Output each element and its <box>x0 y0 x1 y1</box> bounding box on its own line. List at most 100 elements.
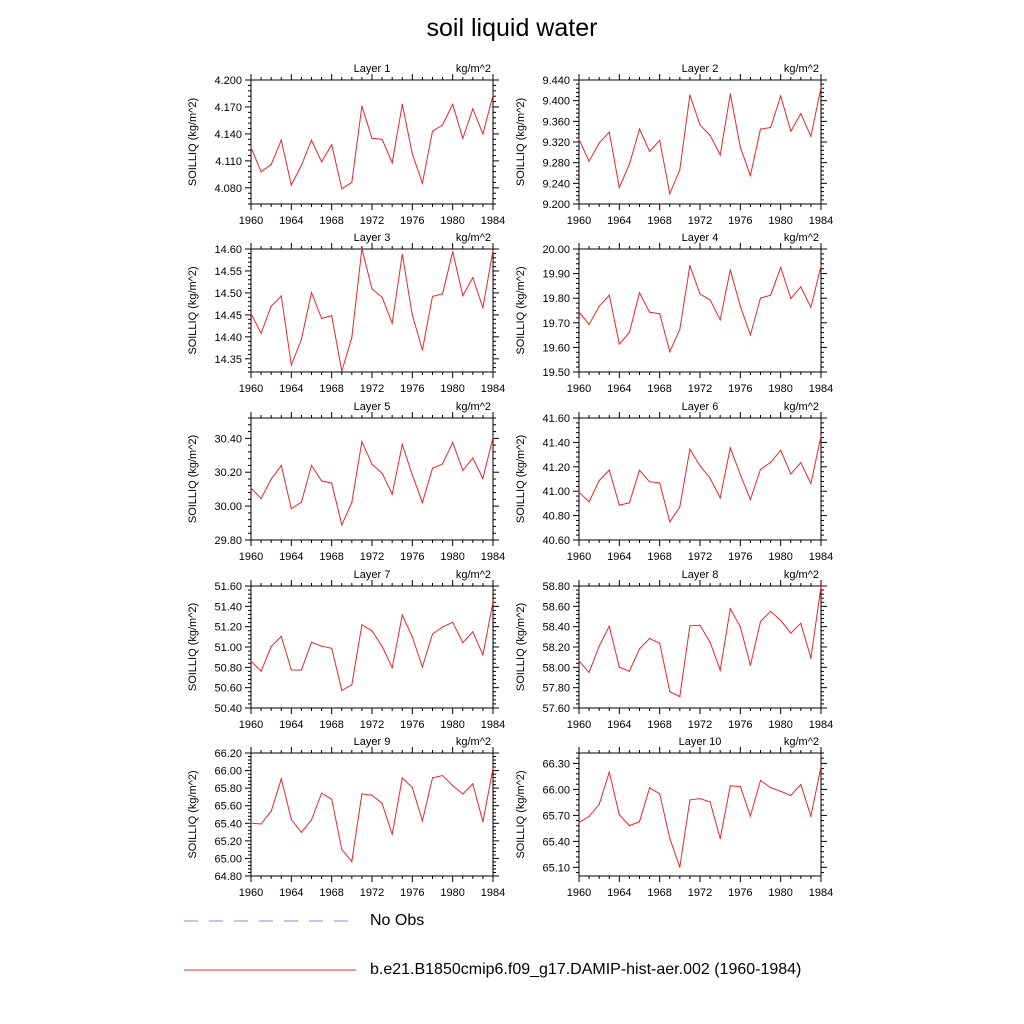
y-tick-label: 19.70 <box>542 318 570 330</box>
y-tick-label: 9.360 <box>542 116 570 128</box>
data-point <box>381 802 383 805</box>
y-axis-label: SOILLIQ (kg/m^2) <box>187 266 199 354</box>
y-tick-label: 14.35 <box>214 354 242 366</box>
x-tick-label: 1968 <box>647 383 671 395</box>
panel-units: kg/m^2 <box>456 569 491 581</box>
x-tick-label: 1960 <box>239 887 263 899</box>
data-point <box>729 608 731 610</box>
data-point <box>482 654 484 656</box>
data-point <box>260 823 262 825</box>
panel-units: kg/m^2 <box>456 736 491 748</box>
data-point <box>321 792 323 794</box>
y-tick-label: 66.30 <box>542 758 570 770</box>
data-point <box>588 323 590 326</box>
data-point <box>421 182 423 184</box>
data-point <box>351 684 353 686</box>
data-point <box>452 441 454 443</box>
data-point <box>709 299 711 301</box>
data-point <box>462 137 464 139</box>
x-tick-label: 1976 <box>728 215 752 227</box>
data-point <box>759 620 762 623</box>
x-tick-label: 1968 <box>319 383 343 395</box>
y-tick-label: 58.20 <box>542 642 570 654</box>
x-tick-label: 1968 <box>647 887 671 899</box>
y-tick-label: 58.60 <box>542 601 570 613</box>
panel-layer-9: 1960 1964 1968 1972 1976 1980 1984 64.80 65.00 65… <box>187 736 505 899</box>
y-tick-label: 19.50 <box>542 367 570 379</box>
data-point <box>649 481 651 483</box>
data-point <box>800 462 802 464</box>
data-point <box>472 631 474 633</box>
data-point <box>689 94 691 96</box>
y-tick-label: 50.80 <box>214 662 242 674</box>
data-point <box>608 625 610 627</box>
x-tick-label: 1984 <box>809 215 833 227</box>
y-tick-label: 14.45 <box>214 310 242 322</box>
panel-title: Layer 3 <box>354 232 391 244</box>
data-point <box>492 249 494 251</box>
y-tick-label: 9.400 <box>542 96 570 108</box>
data-point <box>598 803 600 805</box>
data-point <box>649 787 651 789</box>
x-tick-label: 1980 <box>440 215 464 227</box>
y-tick-label: 51.40 <box>214 601 242 613</box>
data-point <box>421 820 423 822</box>
series-line <box>578 87 822 196</box>
y-tick-label: 65.10 <box>542 862 570 874</box>
data-point <box>598 142 600 144</box>
data-point <box>482 477 484 480</box>
data-point <box>669 691 671 693</box>
data-point <box>321 645 323 647</box>
data-point <box>628 163 631 165</box>
data-point <box>679 506 681 508</box>
data-point <box>770 610 772 613</box>
data-point <box>709 477 711 479</box>
y-tick-label: 9.440 <box>542 75 570 87</box>
x-tick-label: 1960 <box>239 551 263 563</box>
y-tick-label: 9.200 <box>542 199 570 211</box>
x-tick-label: 1984 <box>809 551 833 563</box>
data-point <box>679 866 681 868</box>
y-tick-label: 14.40 <box>214 332 242 344</box>
x-tick-label: 1980 <box>440 719 464 731</box>
y-tick-label: 41.00 <box>542 486 570 498</box>
data-point <box>618 814 620 816</box>
data-point <box>689 264 691 267</box>
data-point <box>270 478 272 480</box>
data-point <box>749 498 752 501</box>
data-point <box>290 184 292 186</box>
data-point <box>391 833 393 836</box>
data-point <box>442 124 444 126</box>
y-tick-label: 9.280 <box>542 158 570 170</box>
y-tick-label: 58.00 <box>542 662 570 674</box>
data-point <box>638 648 641 650</box>
data-point <box>462 793 464 795</box>
data-point <box>800 286 802 288</box>
data-point <box>341 524 343 526</box>
data-point <box>679 696 681 698</box>
data-point <box>638 469 641 471</box>
data-point <box>628 670 631 672</box>
data-point <box>482 821 484 823</box>
panel-title: Layer 2 <box>682 63 719 75</box>
data-point <box>699 465 701 467</box>
data-point <box>770 294 772 296</box>
data-point <box>401 443 403 445</box>
data-point <box>300 338 302 341</box>
data-point <box>371 137 373 139</box>
y-tick-label: 9.240 <box>542 178 570 190</box>
y-tick-label: 4.200 <box>214 75 242 87</box>
plot-frame <box>250 417 494 541</box>
data-point <box>492 601 494 603</box>
data-point <box>351 502 353 504</box>
data-point <box>300 831 302 834</box>
x-tick-label: 1968 <box>647 551 671 563</box>
data-point <box>578 138 580 140</box>
x-tick-label: 1976 <box>728 719 752 731</box>
panel-units: kg/m^2 <box>456 232 491 244</box>
data-point <box>790 473 792 475</box>
data-point <box>411 153 413 155</box>
data-point <box>739 305 741 307</box>
data-point <box>250 660 252 662</box>
data-point <box>689 799 691 801</box>
